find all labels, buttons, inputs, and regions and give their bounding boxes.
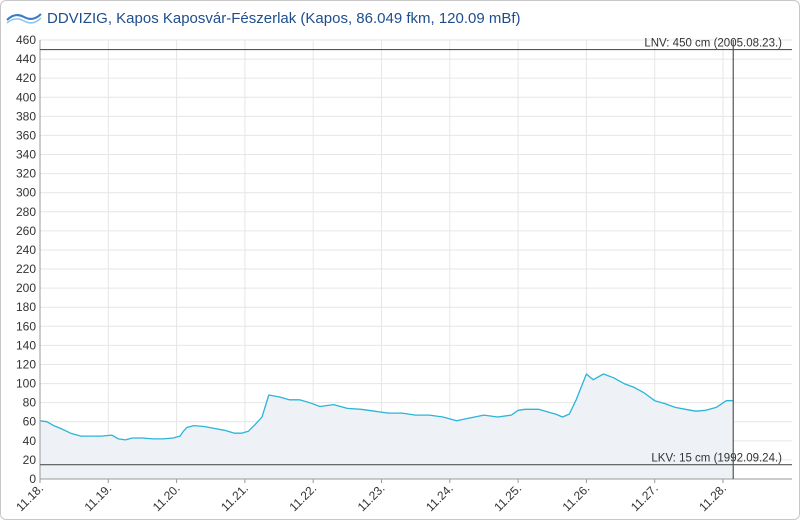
series-line bbox=[39, 373, 734, 441]
y-tick-label: 220 bbox=[16, 262, 36, 276]
y-tick-label: 400 bbox=[16, 90, 36, 104]
chart-header: DDVIZIG, Kapos Kaposvár-Fészerlak (Kapos… bbox=[0, 0, 800, 32]
y-tick-label: 40 bbox=[23, 434, 37, 448]
y-tick-label: 240 bbox=[16, 243, 36, 257]
y-tick-label: 120 bbox=[16, 357, 36, 371]
y-tick-label: 300 bbox=[16, 186, 36, 200]
x-tick-label: 11.24. bbox=[423, 481, 456, 514]
x-tick-label: 11.26. bbox=[560, 481, 593, 514]
chart-title: DDVIZIG, Kapos Kaposvár-Fészerlak (Kapos… bbox=[47, 10, 521, 27]
x-tick-label: 11.19. bbox=[82, 481, 115, 514]
x-tick-label: 11.27. bbox=[628, 481, 661, 514]
y-tick-label: 460 bbox=[16, 33, 36, 47]
x-tick-label: 11.20. bbox=[150, 481, 183, 514]
y-tick-label: 160 bbox=[16, 319, 36, 333]
y-tick-label: 260 bbox=[16, 224, 36, 238]
y-tick-label: 140 bbox=[16, 338, 36, 352]
x-tick-label: 11.22. bbox=[286, 481, 319, 514]
y-tick-label: 100 bbox=[16, 377, 36, 391]
x-tick-label: 11.23. bbox=[355, 481, 388, 514]
x-tick-label: 11.28. bbox=[696, 481, 729, 514]
x-tick-label: 11.25. bbox=[491, 481, 524, 514]
y-tick-label: 320 bbox=[16, 167, 36, 181]
x-tick-labels: 11.18. 11.19. 11.20. 11.21. 11.22. 11.23. 11.2… bbox=[13, 481, 729, 514]
x-tick-label: 11.18. bbox=[13, 481, 46, 514]
series-area bbox=[39, 373, 734, 479]
y-tick-label: 360 bbox=[16, 128, 36, 142]
reference-line-label: LKV: 15 cm (1992.09.24.) bbox=[651, 453, 782, 465]
y-tick-label: 440 bbox=[16, 52, 36, 66]
series-area-fill bbox=[40, 374, 734, 479]
grid-lines bbox=[39, 39, 792, 480]
y-tick-label: 280 bbox=[16, 205, 36, 219]
y-tick-label: 420 bbox=[16, 71, 36, 85]
y-tick-label: 80 bbox=[23, 396, 37, 410]
y-tick-label: 380 bbox=[16, 109, 36, 123]
y-tick-labels: 0 20 40 60 80 100 120 140 160 180 200 220 240 260 280 3… bbox=[16, 33, 36, 486]
y-tick-label: 180 bbox=[16, 300, 36, 314]
y-tick-label: 200 bbox=[16, 281, 36, 295]
ddvizig-logo-icon bbox=[6, 13, 42, 24]
y-tick-label: 340 bbox=[16, 148, 36, 162]
y-tick-label: 20 bbox=[23, 453, 37, 467]
y-tick-label: 60 bbox=[23, 415, 37, 429]
y-tick-label: 0 bbox=[29, 472, 36, 486]
reference-line-label: LNV: 450 cm (2005.08.23.) bbox=[644, 38, 782, 50]
reference-lines: LNV: 450 cm (2005.08.23.) LKV: 15 cm (199… bbox=[40, 38, 792, 479]
axes bbox=[39, 40, 792, 483]
x-tick-label: 11.21. bbox=[218, 481, 251, 514]
